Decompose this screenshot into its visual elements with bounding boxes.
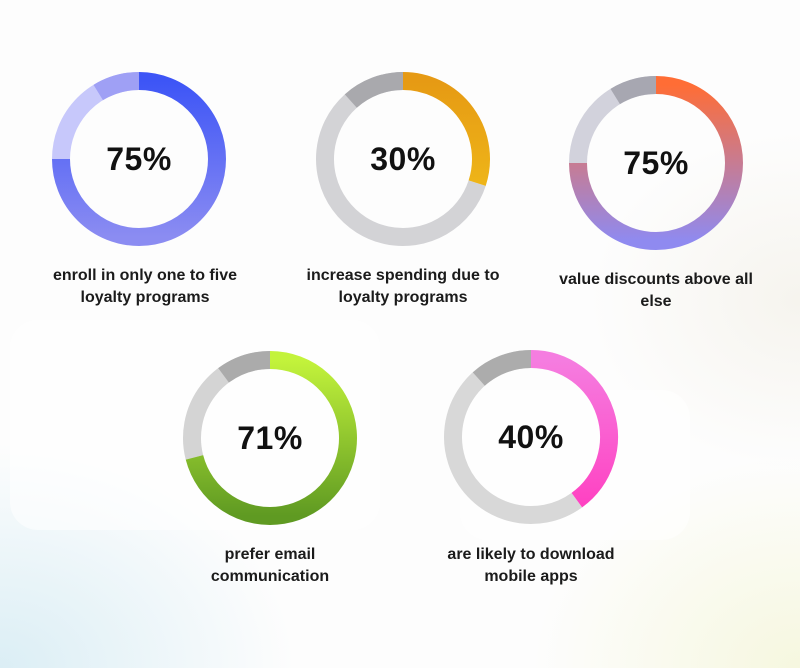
donut-value-arc — [52, 72, 226, 246]
donut-value-arc — [530, 350, 618, 508]
stat-label: increase spending due to loyalty program… — [306, 267, 500, 306]
donut-track-shade — [93, 72, 140, 101]
percentage-value: 75% — [106, 141, 172, 177]
stat-label: enroll in only one to five loyalty progr… — [52, 267, 237, 306]
donut-track-shade — [472, 350, 532, 386]
donut-track-shade — [344, 72, 404, 108]
donut-value-arc — [569, 76, 743, 250]
percentage-value: 75% — [623, 145, 689, 181]
percentage-value: 40% — [498, 419, 564, 455]
donut-track-shade — [610, 76, 657, 105]
percentage-value: 71% — [237, 420, 303, 456]
donut-value-arc — [402, 72, 490, 186]
percentage-value: 30% — [370, 141, 436, 177]
stat-label: value discounts above all else — [559, 271, 753, 310]
donut-value-arc — [185, 351, 357, 525]
stat-label: prefer email communication — [210, 546, 330, 585]
donut-track-shade — [218, 351, 271, 383]
stat-label: are likely to download mobile apps — [447, 546, 615, 585]
